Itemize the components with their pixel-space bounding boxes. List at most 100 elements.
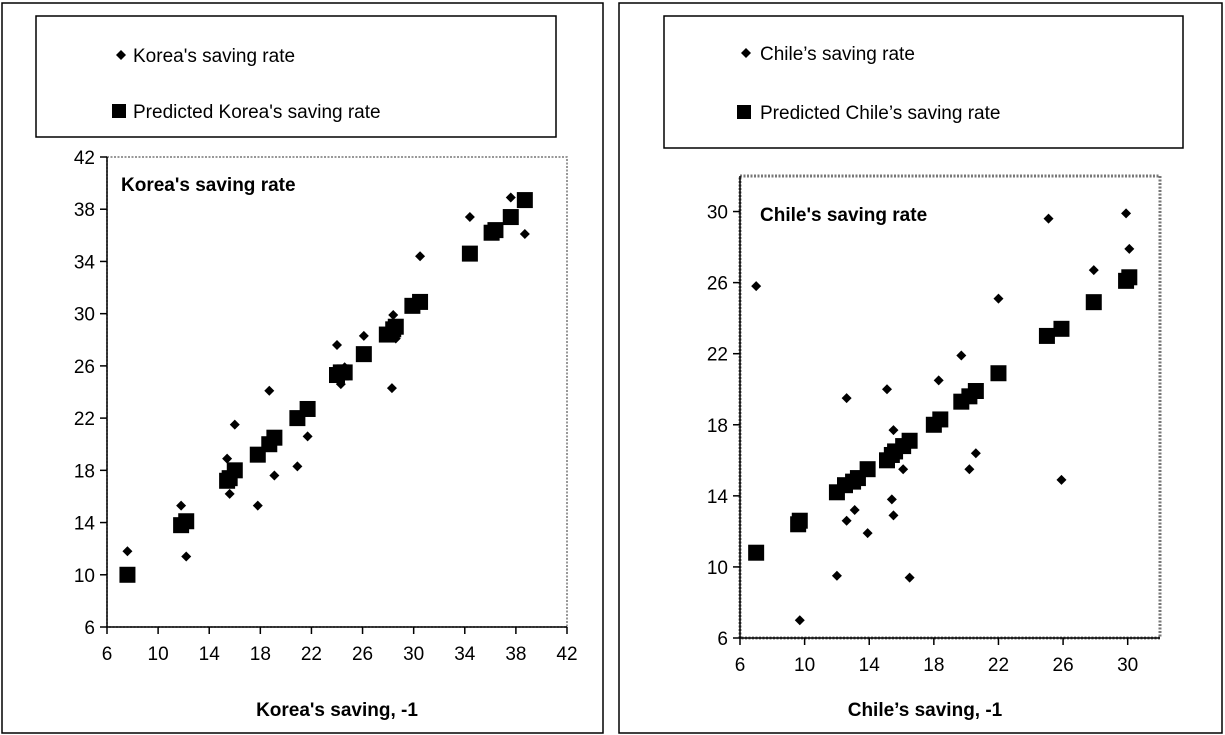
actual-point [831,570,842,581]
predicted-point [1121,269,1138,286]
x-tick-label: 42 [556,644,577,665]
chart-chile-legend-label-actual: Chile’s saving rate [760,44,915,65]
actual-point [224,488,235,499]
y-tick-label: 26 [74,357,95,378]
chart-chile-title: Chile's saving rate [760,205,927,226]
predicted-point [387,318,404,335]
actual-point [388,309,399,320]
predicted-point [412,293,429,310]
predicted-point [336,364,353,381]
chart-chile-legend: Chile’s saving rate Predicted Chile’s sa… [663,15,1184,149]
chart-chile-legend-diamond-marker [741,48,751,58]
y-tick-label: 30 [707,203,728,224]
y-tick-label: 26 [707,274,728,295]
actual-point [993,293,1004,304]
actual-point [269,470,280,481]
actual-point [888,425,899,436]
x-tick-label: 10 [148,644,169,665]
predicted-point [990,365,1007,382]
y-tick-label: 18 [74,461,95,482]
predicted-point [178,513,195,530]
chart-korea-legend-label-actual: Korea's saving rate [133,46,295,67]
x-tick-label: 14 [199,644,221,665]
predicted-point [932,411,949,428]
chart-chile-y-ticks: 6 10 14 18 22 26 30 [707,203,740,650]
predicted-point [226,462,243,479]
chart-chile-legend-label-predicted: Predicted Chile’s saving rate [760,103,1000,124]
predicted-point [1038,327,1055,344]
actual-point [181,551,192,562]
x-tick-label: 26 [352,644,373,665]
chart-chile-legend-box [663,15,1184,149]
actual-point [898,464,909,475]
x-tick-label: 6 [102,644,113,665]
x-tick-label: 22 [301,644,322,665]
chart-korea-y-ticks: 6 10 14 18 22 26 30 34 38 42 [74,148,107,639]
predicted-point [461,245,478,262]
actual-point [386,383,397,394]
x-tick-label: 18 [923,655,944,676]
x-tick-label: 22 [988,655,1009,676]
predicted-point [1085,294,1102,311]
actual-point [882,384,892,395]
y-tick-label: 22 [74,409,95,430]
actual-point [862,528,873,539]
actual-point [229,419,240,430]
actual-point [1056,474,1067,485]
y-tick-label: 22 [707,345,728,366]
predicted-point [502,209,519,226]
x-tick-label: 10 [794,655,815,676]
chart-korea-x-ticks: 6 10 14 18 22 26 30 34 38 42 [102,627,578,665]
y-tick-label: 6 [717,629,728,650]
actual-point [970,448,981,459]
y-tick-label: 30 [74,305,95,326]
chart-korea-title: Korea's saving rate [121,175,296,196]
predicted-point [859,461,876,478]
predicted-point [516,192,533,209]
actual-point [252,500,263,511]
y-tick-label: 10 [707,558,728,579]
actual-point [464,212,475,223]
chart-chile: Chile’s saving rate Predicted Chile’s sa… [618,2,1223,734]
actual-point [751,281,762,292]
y-tick-label: 14 [707,487,729,508]
y-tick-label: 10 [74,566,95,587]
predicted-point [967,383,984,400]
x-tick-label: 26 [1053,655,1074,676]
actual-point [964,464,975,475]
chart-chile-points [748,208,1138,626]
actual-point [1124,243,1135,254]
actual-point [176,500,187,511]
chart-korea: Korea's saving rate Predicted Korea's sa… [1,2,604,734]
predicted-point [748,544,765,561]
y-tick-label: 18 [707,416,728,437]
chart-chile-legend-square-marker [737,105,751,119]
x-tick-label: 34 [454,644,476,665]
y-tick-label: 14 [74,514,96,535]
x-tick-label: 38 [505,644,526,665]
x-tick-label: 30 [1117,655,1138,676]
x-tick-label: 18 [250,644,271,665]
actual-point [1088,265,1099,276]
actual-point [886,494,897,505]
y-tick-label: 6 [84,618,95,639]
chart-korea-legend-label-predicted: Predicted Korea's saving rate [133,102,381,123]
actual-point [505,192,516,203]
actual-point [415,251,426,262]
actual-point [519,229,530,240]
actual-point [122,546,133,557]
predicted-point [901,432,918,449]
chart-chile-x-axis-label: Chile’s saving, -1 [848,700,1003,721]
x-tick-label: 6 [735,655,746,676]
actual-point [358,330,369,341]
chart-korea-x-axis-label: Korea's saving, -1 [256,700,418,721]
actual-point [264,385,275,396]
actual-point [292,461,303,472]
actual-point [888,510,899,521]
actual-point [302,431,313,442]
actual-point [956,350,967,361]
y-tick-label: 42 [74,148,95,169]
actual-point [841,393,852,404]
actual-point [1121,208,1132,219]
